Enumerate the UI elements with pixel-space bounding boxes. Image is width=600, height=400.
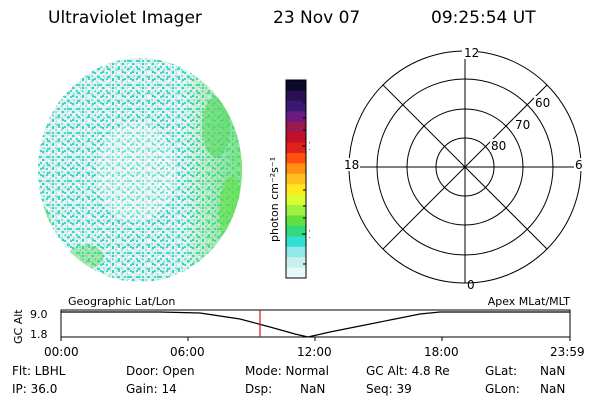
apex-coords-label: Apex MLat/MLT <box>488 295 571 308</box>
image-date: 23 Nov 07 <box>273 8 361 28</box>
colorbar-tick-label: 100 <box>308 140 310 153</box>
orbit-y-label: GC Alt <box>12 309 25 344</box>
colorbar-band <box>286 236 306 248</box>
seq-status: Seq: 39 <box>366 382 412 396</box>
app-title: Ultraviolet Imager <box>48 8 202 28</box>
colorbar-scale <box>286 80 306 279</box>
orbit-x-tick: 00:00 <box>44 345 79 359</box>
gain-status: Gain: 14 <box>126 382 177 396</box>
orbit-timeline: Geographic Lat/Lon Apex MLat/MLT GC Alt … <box>0 294 600 362</box>
mlt-label-18: 18 <box>344 158 359 172</box>
colorbar-band <box>286 246 306 258</box>
filter-status: Flt: LBHL <box>12 364 66 378</box>
geo-coords-label: Geographic Lat/Lon <box>68 295 175 308</box>
orbit-y-tick: 9.0 <box>30 308 48 321</box>
colorbar-band <box>286 173 306 185</box>
glon-label: GLon: <box>485 382 520 396</box>
colorbar-frame <box>285 79 307 279</box>
orbit-y-tick: 1.8 <box>30 328 48 341</box>
orbit-x-ticks <box>60 337 571 341</box>
colorbar-band <box>286 194 306 206</box>
colorbar-band <box>286 225 306 237</box>
glat-label: GLat: <box>485 364 518 378</box>
colorbar-band <box>286 121 306 133</box>
altitude-curve <box>61 311 570 338</box>
colorbar-tick-label: 10 <box>308 228 310 241</box>
colorbar-svg: 100 10 photon cm⁻²s⁻¹ <box>268 79 329 279</box>
uv-image-svg <box>38 58 242 282</box>
colorbar-unit-label: photon cm⁻²s⁻¹ <box>268 157 281 242</box>
orbit-timeline-svg: Geographic Lat/Lon Apex MLat/MLT GC Alt … <box>12 295 585 359</box>
colorbar-band <box>286 184 306 196</box>
orbit-x-tick: 23:59 <box>550 345 585 359</box>
orbit-x-tick: 12:00 <box>297 345 332 359</box>
colorbar-band <box>286 80 306 91</box>
lat-label-60: 60 <box>535 96 550 110</box>
title-bar: Ultraviolet Imager 23 Nov 07 09:25:54 UT <box>0 8 600 30</box>
ip-status: IP: 36.0 <box>12 382 58 396</box>
dsp-value: NaN <box>300 382 326 396</box>
mlt-label-00: 0 <box>467 278 475 292</box>
colorbar-band <box>286 215 306 227</box>
colorbar-band <box>286 142 306 154</box>
lat-label-80: 80 <box>491 139 506 153</box>
polar-grid: 12 18 6 0 60 70 80 <box>340 42 590 292</box>
uv-disk <box>38 58 242 282</box>
colorbar-band <box>286 152 306 164</box>
colorbar-band <box>286 100 306 112</box>
orbit-x-tick: 18:00 <box>424 345 459 359</box>
colorbar-band <box>286 257 306 269</box>
uv-image <box>16 42 256 292</box>
instrument-status: Flt: LBHL Door: Open Mode: Normal GC Alt… <box>0 364 600 400</box>
colorbar-band <box>286 90 306 102</box>
mode-status: Mode: Normal <box>245 364 329 378</box>
image-time: 09:25:54 UT <box>431 8 536 28</box>
colorbar: 100 10 photon cm⁻²s⁻¹ <box>262 42 329 292</box>
colorbar-band <box>286 111 306 123</box>
mlt-label-06: 6 <box>575 158 583 172</box>
orbit-plot-frame <box>60 309 571 338</box>
colorbar-band <box>286 163 306 175</box>
door-status: Door: Open <box>126 364 195 378</box>
gc-alt-status: GC Alt: 4.8 Re <box>366 364 450 378</box>
polar-meridian <box>382 84 548 250</box>
polar-grid-svg: 12 18 6 0 60 70 80 <box>342 46 584 292</box>
lat-label-70: 70 <box>515 118 530 132</box>
glat-value: NaN <box>540 364 566 378</box>
glon-value: NaN <box>540 382 566 396</box>
colorbar-band <box>286 132 306 144</box>
dsp-label: Dsp: <box>245 382 273 396</box>
orbit-x-tick: 06:00 <box>170 345 205 359</box>
mlt-label-12: 12 <box>464 46 479 60</box>
colorbar-band <box>286 267 306 279</box>
colorbar-band <box>286 205 306 216</box>
